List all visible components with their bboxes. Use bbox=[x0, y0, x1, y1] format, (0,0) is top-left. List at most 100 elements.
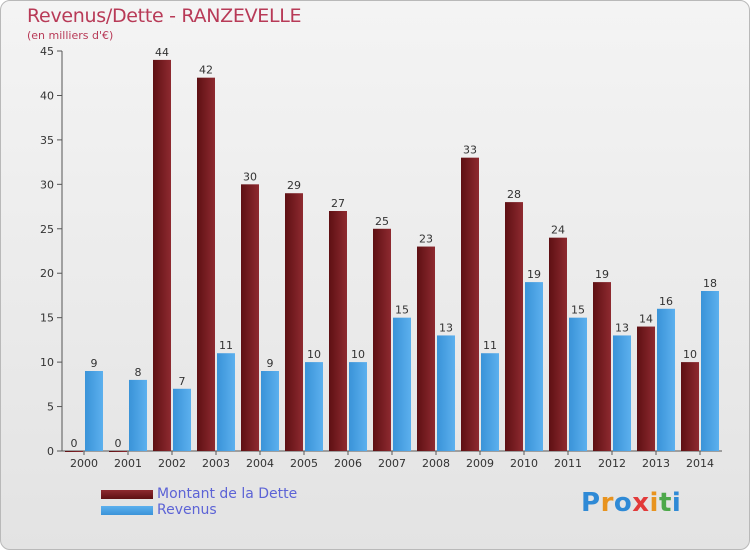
bar-label-revenue: 13 bbox=[615, 321, 629, 334]
logo-letter: i bbox=[671, 488, 682, 518]
y-tick-label: 5 bbox=[47, 401, 54, 414]
bar-label-debt: 0 bbox=[71, 437, 78, 450]
x-tick-label: 2006 bbox=[334, 457, 362, 470]
bar-debt bbox=[197, 77, 215, 452]
logo-letter: o bbox=[613, 488, 633, 518]
bar-revenue bbox=[657, 308, 675, 451]
bar-label-debt: 14 bbox=[639, 313, 653, 326]
y-tick-label: 25 bbox=[40, 223, 54, 236]
y-tick-label: 20 bbox=[40, 267, 54, 280]
bar-revenue bbox=[173, 388, 191, 451]
bar-revenue bbox=[613, 335, 631, 451]
bar-debt bbox=[505, 202, 523, 451]
y-tick-label: 0 bbox=[47, 445, 54, 458]
x-tick-label: 2000 bbox=[70, 457, 98, 470]
bar-label-revenue: 10 bbox=[351, 348, 365, 361]
bar-debt bbox=[593, 282, 611, 451]
legend-swatch-revenue bbox=[101, 506, 153, 515]
bar-label-debt: 23 bbox=[419, 233, 433, 246]
bar-label-revenue: 9 bbox=[267, 357, 274, 370]
logo-letter: P bbox=[581, 488, 601, 518]
bar-revenue bbox=[85, 371, 103, 451]
bar-label-revenue: 11 bbox=[483, 339, 497, 352]
bar-label-debt: 24 bbox=[551, 224, 565, 237]
y-tick-label: 10 bbox=[40, 356, 54, 369]
bar-label-debt: 10 bbox=[683, 348, 697, 361]
y-tick-label: 30 bbox=[40, 178, 54, 191]
bar-revenue bbox=[701, 291, 719, 451]
bar-revenue bbox=[437, 335, 455, 451]
x-tick-label: 2008 bbox=[422, 457, 450, 470]
bar-debt bbox=[109, 451, 127, 452]
bar-label-revenue: 10 bbox=[307, 348, 321, 361]
bar-revenue bbox=[525, 282, 543, 451]
proxiti-logo: Proxiti bbox=[581, 488, 681, 518]
bar-debt bbox=[241, 184, 259, 452]
bar-label-debt: 30 bbox=[243, 170, 257, 183]
legend-label-revenue: Revenus bbox=[157, 502, 217, 518]
logo-letter: t bbox=[658, 488, 672, 518]
bar-debt bbox=[417, 246, 435, 451]
x-tick-label: 2011 bbox=[554, 457, 582, 470]
bar-label-debt: 27 bbox=[331, 197, 345, 210]
chart-title: Revenus/Dette - RANZEVELLE bbox=[27, 5, 302, 27]
bar-revenue bbox=[393, 317, 411, 451]
bar-revenue bbox=[481, 353, 499, 451]
bar-label-debt: 42 bbox=[199, 64, 213, 77]
bar-label-debt: 29 bbox=[287, 179, 301, 192]
bar-label-revenue: 16 bbox=[659, 295, 673, 308]
y-tick-label: 15 bbox=[40, 312, 54, 325]
bar-debt bbox=[637, 326, 655, 451]
bar-label-revenue: 18 bbox=[703, 277, 717, 290]
x-tick-label: 2013 bbox=[642, 457, 670, 470]
logo-letter: r bbox=[600, 488, 614, 518]
x-tick-label: 2002 bbox=[158, 457, 186, 470]
bar-debt bbox=[549, 237, 567, 451]
x-tick-label: 2001 bbox=[114, 457, 142, 470]
bar-label-revenue: 9 bbox=[91, 357, 98, 370]
logo-letter: x bbox=[632, 488, 650, 518]
legend-label-debt: Montant de la Dette bbox=[157, 486, 298, 502]
bar-revenue bbox=[349, 362, 367, 451]
y-tick-label: 40 bbox=[40, 89, 54, 102]
bar-debt bbox=[681, 362, 699, 451]
x-tick-label: 2010 bbox=[510, 457, 538, 470]
bar-label-debt: 0 bbox=[115, 437, 122, 450]
bar-label-debt: 19 bbox=[595, 268, 609, 281]
legend-swatch-debt bbox=[101, 490, 153, 499]
bar-label-revenue: 8 bbox=[135, 366, 142, 379]
bar-debt bbox=[285, 193, 303, 451]
bar-debt bbox=[65, 451, 83, 452]
x-tick-label: 2004 bbox=[246, 457, 274, 470]
x-tick-label: 2009 bbox=[466, 457, 494, 470]
bar-label-debt: 33 bbox=[463, 144, 477, 157]
bar-revenue bbox=[569, 317, 587, 451]
x-tick-label: 2014 bbox=[686, 457, 714, 470]
y-tick-label: 35 bbox=[40, 134, 54, 147]
bar-revenue bbox=[129, 379, 147, 451]
x-tick-label: 2012 bbox=[598, 457, 626, 470]
bar-label-revenue: 15 bbox=[395, 304, 409, 317]
bar-label-revenue: 19 bbox=[527, 268, 541, 281]
bar-label-debt: 28 bbox=[507, 188, 521, 201]
chart-subtitle: (en milliers d'€) bbox=[27, 29, 114, 42]
y-tick-label: 45 bbox=[40, 45, 54, 58]
bar-revenue bbox=[305, 362, 323, 451]
bar-label-revenue: 13 bbox=[439, 321, 453, 334]
bar-revenue bbox=[261, 371, 279, 451]
bar-revenue bbox=[217, 353, 235, 451]
bar-debt bbox=[153, 59, 171, 452]
bar-label-revenue: 15 bbox=[571, 304, 585, 317]
bar-label-debt: 25 bbox=[375, 215, 389, 228]
x-tick-label: 2003 bbox=[202, 457, 230, 470]
bar-label-revenue: 11 bbox=[219, 339, 233, 352]
logo-letter: i bbox=[649, 488, 659, 518]
bar-debt bbox=[373, 228, 391, 451]
bar-label-revenue: 7 bbox=[179, 375, 186, 388]
bar-label-debt: 44 bbox=[155, 46, 169, 59]
bar-debt bbox=[329, 211, 347, 451]
x-tick-label: 2005 bbox=[290, 457, 318, 470]
x-tick-label: 2007 bbox=[378, 457, 406, 470]
